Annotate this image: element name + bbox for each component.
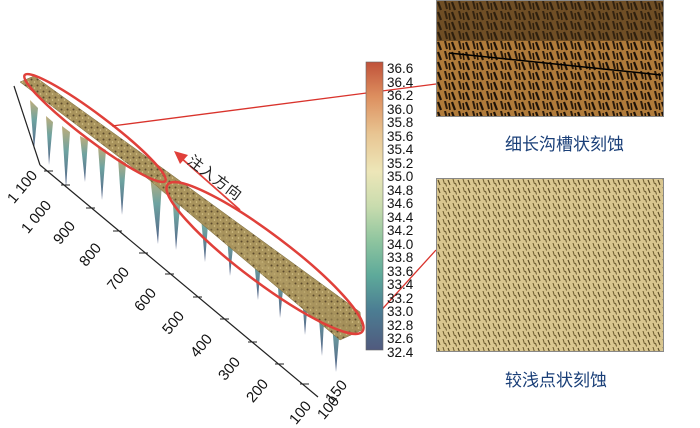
y-axis-ticks <box>44 170 309 385</box>
dot-texture <box>437 179 663 351</box>
connector-bottom <box>375 249 437 317</box>
surface-diagram <box>13 61 437 398</box>
dot-micrograph <box>436 178 664 352</box>
groove-caption: 细长沟槽状刻蚀 <box>505 135 624 155</box>
colorbar-tick: 32.6 <box>387 331 414 346</box>
colorbar-tick: 33.2 <box>387 290 414 306</box>
highlight-groove-region <box>23 72 167 184</box>
surface-spikes <box>30 100 342 372</box>
colorbar-tick: 32.8 <box>387 317 414 333</box>
colorbar-tick: 35.8 <box>387 115 414 130</box>
colorbar-tick: 34.4 <box>387 209 414 225</box>
z-axis-line <box>13 85 41 166</box>
colorbar-tick: 36.6 <box>387 61 414 76</box>
colorbar-tick: 35.2 <box>387 155 414 171</box>
colorbar-tick: 35.0 <box>387 169 414 184</box>
colorbar-tick: 33.8 <box>387 250 414 265</box>
colorbar-tick: 34.2 <box>387 223 414 238</box>
colorbar-tick: 36.4 <box>387 74 414 90</box>
direction-arrow <box>179 156 241 211</box>
colorbar-tick: 34.6 <box>387 196 414 211</box>
colorbar-tick: 36.0 <box>387 101 414 117</box>
colorbar-tick: 36.2 <box>387 88 414 103</box>
y-axis-line <box>39 164 319 398</box>
colorbar-tick: 35.4 <box>387 142 414 157</box>
colorbar-tick: 33.4 <box>387 277 414 292</box>
colorbar-bar <box>365 61 384 351</box>
colorbar-tick: 33.6 <box>387 263 414 279</box>
groove-micrograph <box>436 0 664 117</box>
colorbar-tick: 35.6 <box>387 128 414 144</box>
groove-texture <box>437 1 663 116</box>
dot-caption: 较浅点状刻蚀 <box>505 371 607 391</box>
colorbar-tick: 34.8 <box>387 182 414 198</box>
highlight-dot-region <box>165 180 365 336</box>
colorbar-tick: 32.4 <box>387 344 414 360</box>
direction-arrowhead <box>174 151 188 164</box>
colorbar-tick: 33.0 <box>387 304 414 319</box>
colorbar-tick: 34.0 <box>387 236 414 252</box>
